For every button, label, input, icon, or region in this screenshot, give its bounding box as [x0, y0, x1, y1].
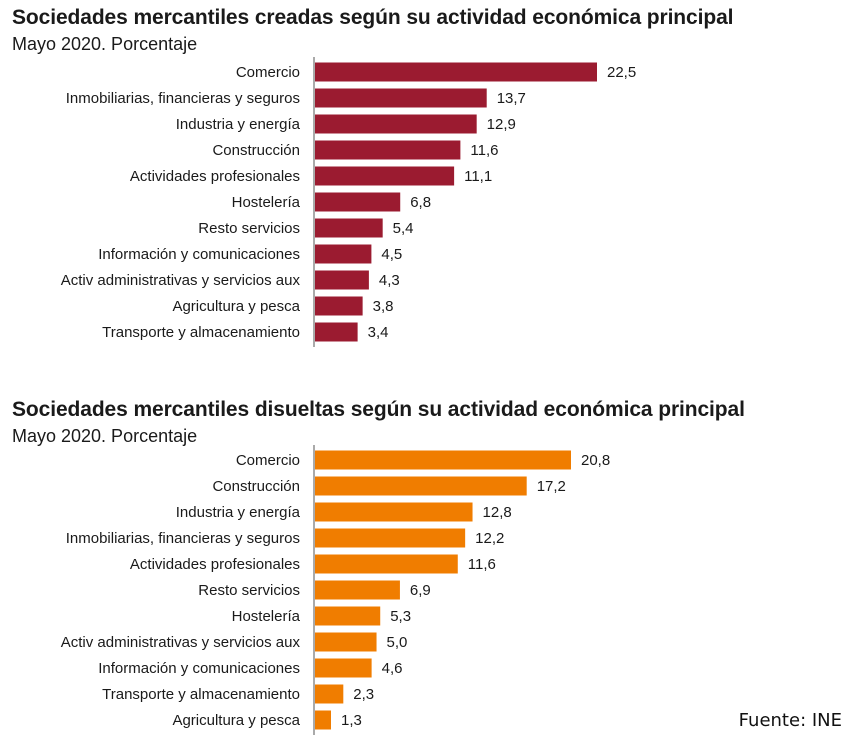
value-label: 3,4 [368, 324, 389, 341]
category-label: Información y comunicaciones [98, 660, 300, 677]
value-label: 11,6 [470, 142, 498, 159]
category-label: Comercio [236, 452, 300, 469]
category-label: Inmobiliarias, financieras y seguros [66, 90, 300, 107]
category-label: Comercio [236, 64, 300, 81]
category-label: Resto servicios [198, 582, 300, 599]
bar [315, 218, 383, 238]
bar [315, 270, 369, 290]
value-label: 5,4 [393, 220, 414, 237]
value-label: 12,9 [487, 116, 516, 133]
bar [315, 166, 455, 186]
bar [315, 710, 331, 730]
category-label: Resto servicios [198, 220, 300, 237]
value-label: 6,8 [410, 194, 431, 211]
value-label: 4,5 [381, 246, 402, 263]
chart-title: Sociedades mercantiles creadas según su … [12, 6, 734, 29]
category-label: Agricultura y pesca [172, 712, 300, 729]
value-label: 4,6 [382, 660, 403, 677]
source-note: Fuente: INE [738, 710, 842, 731]
category-label: Transporte y almacenamiento [102, 324, 300, 341]
category-label: Construcción [212, 478, 300, 495]
category-label: Hostelería [232, 608, 301, 625]
bar [315, 528, 466, 548]
bar [315, 554, 458, 574]
value-label: 3,8 [373, 298, 394, 315]
category-label: Industria y energía [176, 504, 301, 521]
bar [315, 322, 358, 342]
chart-disueltas: Sociedades mercantiles disueltas según s… [0, 395, 860, 741]
category-label: Inmobiliarias, financieras y seguros [66, 530, 300, 547]
bar [315, 606, 381, 626]
chart-subtitle: Mayo 2020. Porcentaje [12, 426, 198, 446]
value-label: 4,3 [379, 272, 400, 289]
value-label: 12,8 [483, 504, 512, 521]
chart-subtitle: Mayo 2020. Porcentaje [12, 34, 198, 54]
category-label: Transporte y almacenamiento [102, 686, 300, 703]
value-label: 11,6 [468, 556, 496, 573]
bar [315, 140, 461, 160]
category-label: Construcción [212, 142, 300, 159]
bar [315, 476, 527, 496]
bar-plot: Comercio 22,5 Inmobiliarias, financieras y… [61, 57, 636, 347]
category-label: Hostelería [232, 194, 301, 211]
bar [315, 244, 372, 264]
bar [315, 658, 372, 678]
value-label: 5,3 [390, 608, 411, 625]
value-label: 12,2 [475, 530, 504, 547]
value-label: 17,2 [537, 478, 566, 495]
bar [315, 450, 571, 470]
bar-plot: Comercio 20,8 Construcción 17,2 Industria y … [61, 445, 610, 735]
category-label: Industria y energía [176, 116, 301, 133]
value-label: 5,0 [387, 634, 408, 651]
category-label: Activ administrativas y servicios aux [61, 272, 301, 289]
category-label: Agricultura y pesca [172, 298, 300, 315]
category-label: Actividades profesionales [130, 556, 300, 573]
bar [315, 62, 597, 82]
category-label: Información y comunicaciones [98, 246, 300, 263]
bar [315, 192, 401, 212]
value-label: 13,7 [497, 90, 526, 107]
category-label: Actividades profesionales [130, 168, 300, 185]
value-label: 20,8 [581, 452, 610, 469]
chart-creadas: Sociedades mercantiles creadas según su … [12, 6, 734, 347]
value-label: 11,1 [464, 168, 492, 185]
bar [315, 580, 400, 600]
bar [315, 88, 487, 108]
bar [315, 296, 363, 316]
value-label: 6,9 [410, 582, 431, 599]
bar [315, 114, 477, 134]
value-label: 22,5 [607, 64, 636, 81]
bar [315, 684, 344, 704]
category-label: Activ administrativas y servicios aux [61, 634, 301, 651]
value-label: 1,3 [341, 712, 362, 729]
value-label: 2,3 [353, 686, 374, 703]
bar [315, 502, 473, 522]
bar [315, 632, 377, 652]
chart-title: Sociedades mercantiles disueltas según s… [12, 398, 745, 421]
